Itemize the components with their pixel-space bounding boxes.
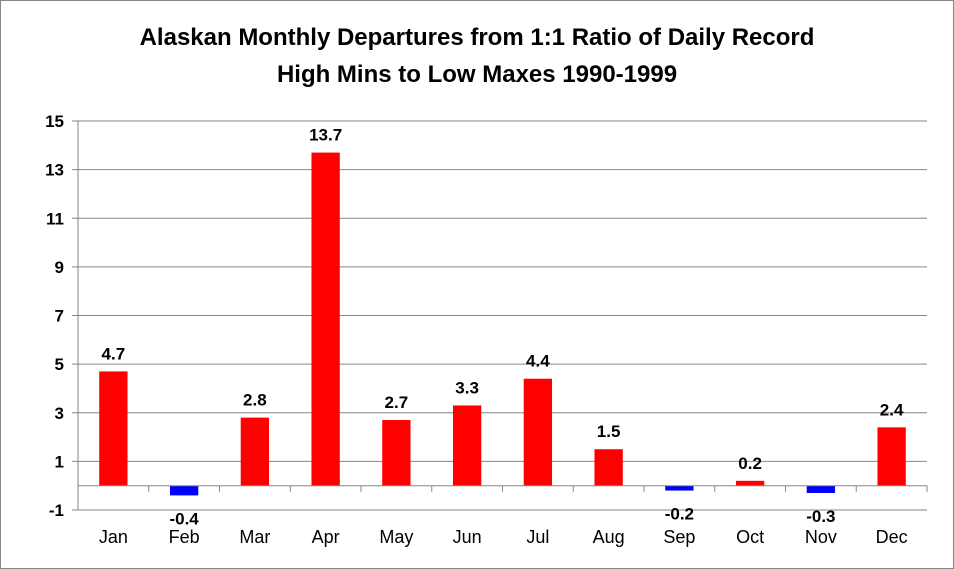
bar-oct [735,480,765,486]
data-label: 2.4 [880,400,904,419]
x-tick-label: Nov [805,527,837,547]
axes [72,120,928,511]
x-tick-label: Jan [99,527,128,547]
bar-apr [311,152,340,486]
data-label: -0.2 [665,505,694,524]
y-tick-label: 13 [45,161,64,180]
x-tick-label: Feb [169,527,200,547]
bar-feb [169,485,199,496]
data-label: 4.4 [526,352,550,371]
data-label: 3.3 [455,378,479,397]
y-tick-label: -1 [49,501,64,520]
data-label: 2.7 [385,393,409,412]
x-tick-label: Oct [736,527,764,547]
data-label: 4.7 [102,344,126,363]
x-tick-label: Apr [312,527,340,547]
x-tick-label: Jul [526,527,549,547]
data-label: 2.8 [243,391,267,410]
x-tick-label: Aug [593,527,625,547]
x-tick-label: Jun [453,527,482,547]
labels: -113579111315Jan4.7Feb-0.4Mar2.8Apr13.7M… [45,112,908,547]
bar-dec [877,427,906,486]
chart-title-line-1: Alaskan Monthly Departures from 1:1 Rati… [140,24,815,51]
bar-aug [594,449,623,486]
x-tick-label: Dec [876,527,908,547]
bars [99,152,906,496]
x-tick-label: Mar [239,527,270,547]
y-tick-label: 1 [55,452,64,471]
chart-title-line-2: High Mins to Low Maxes 1990-1999 [277,61,677,88]
x-tick-label: May [379,527,413,547]
x-tick-label: Sep [663,527,695,547]
data-label: -0.4 [169,509,199,528]
y-tick-label: 9 [55,258,64,277]
bar-jun [452,405,482,486]
bar-jan [99,371,128,486]
data-label: 13.7 [309,126,342,145]
y-tick-label: 5 [55,355,64,374]
bar-sep [665,485,694,491]
bar-nov [806,485,836,493]
y-tick-label: 11 [46,209,64,228]
y-tick-label: 3 [55,404,64,423]
y-tick-label: 7 [55,307,64,326]
bar-jul [523,378,553,486]
bar-may [382,420,411,486]
gridlines [78,120,927,511]
data-label: 1.5 [597,422,621,441]
data-label: 0.2 [738,454,762,473]
y-tick-label: 15 [45,112,64,131]
data-label: -0.3 [806,507,835,526]
bar-mar [240,417,270,486]
